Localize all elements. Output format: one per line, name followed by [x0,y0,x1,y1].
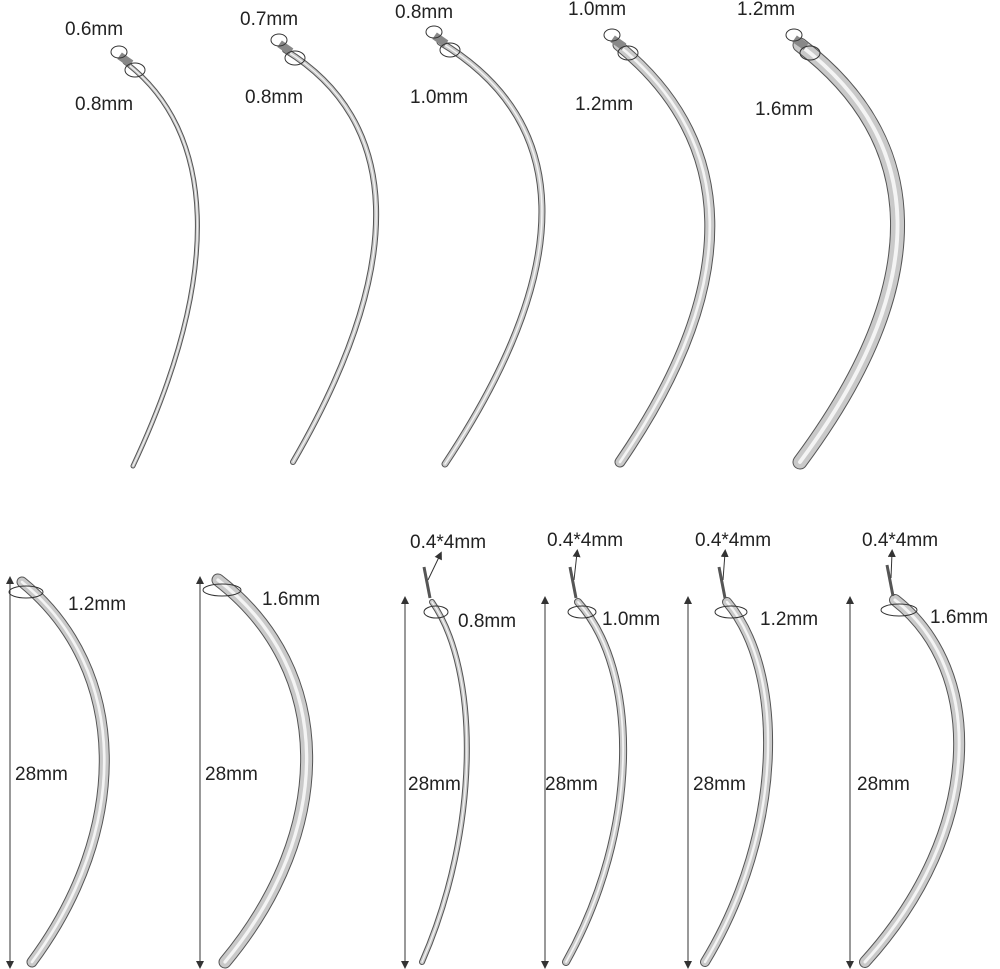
gauge-ring [423,605,449,619]
gauge-ring [799,45,821,61]
length-label: 28mm [205,764,258,785]
rod-shine [421,601,468,963]
thread [117,52,134,68]
gauge-ring [603,28,621,42]
rod-shine [439,41,543,465]
gauge-ring [714,605,748,619]
length-label: 28mm [857,774,910,795]
rod-shine [703,600,770,964]
gauge-ring [617,45,639,61]
gauge-ring [124,62,146,78]
gauge-ring [425,25,443,39]
gauge-ring [439,42,461,58]
rod-shine [565,601,624,963]
pin-size-label: 0.4*4mm [547,530,623,551]
gauge-label: 1.6mm [755,99,813,120]
tip-size-label: 1.0mm [568,0,626,20]
rod-body [793,38,904,469]
pin [885,564,895,597]
tip-size-label: 0.7mm [240,9,298,30]
thread [432,32,449,48]
thread [277,40,294,56]
gauge-label: 1.0mm [410,87,468,108]
pin-pointer [720,549,729,581]
pin-size-label: 0.4*4mm [695,530,771,551]
pin-size-label: 0.4*4mm [862,530,938,551]
rod-shine [798,43,900,464]
pin [422,566,432,599]
gauge-ring [785,28,803,42]
tip-size-label: 0.8mm [395,2,453,23]
gauge-ring [284,50,306,66]
gauge-label: 1.2mm [760,609,818,630]
gauge-label: 1.6mm [930,607,988,628]
gauge-label: 0.8mm [245,87,303,108]
rod-shine [216,578,309,964]
length-label: 28mm [15,764,68,785]
gauge-label: 1.2mm [68,594,126,615]
rod-body [283,48,379,464]
gauge-label: 0.8mm [75,94,133,115]
rod-shine [20,580,106,964]
rod-outline [122,59,200,469]
pin-size-label: 0.4*4mm [410,532,486,553]
rod-shine [863,598,961,964]
tip-size-label: 1.2mm [737,0,795,20]
gauge-ring [567,605,597,619]
length-label: 28mm [693,774,746,795]
gauge-label: 1.2mm [575,94,633,115]
pin [568,566,578,599]
gauge-ring [110,45,128,59]
gauge-ring [270,33,288,47]
length-label: 28mm [408,774,461,795]
gauge-label: 0.8mm [458,611,516,632]
pin-pointer [887,549,896,579]
pin-pointer [427,551,442,581]
gauge-label: 1.0mm [602,609,660,630]
pin-pointer [572,549,581,581]
gauge-ring [880,603,918,617]
thread [610,35,627,51]
rod-shine [616,43,712,464]
pin [717,566,727,599]
rod-shine [124,61,198,467]
gauge-label: 1.6mm [262,589,320,610]
rod-outline [282,47,380,465]
rod-shine [284,49,377,463]
thread [792,35,809,51]
tip-size-label: 0.6mm [65,19,123,40]
length-label: 28mm [545,774,598,795]
